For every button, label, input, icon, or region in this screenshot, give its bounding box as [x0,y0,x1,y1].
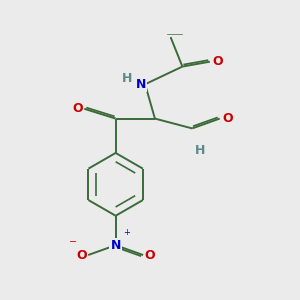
Text: N: N [136,78,146,91]
Text: −: − [68,237,77,247]
Text: H: H [195,143,205,157]
Text: +: + [124,228,130,237]
Text: O: O [145,248,155,262]
Text: O: O [222,112,233,125]
Text: N: N [110,239,121,252]
Text: O: O [76,248,87,262]
Text: H: H [122,72,133,85]
Text: O: O [212,55,223,68]
Text: O: O [72,102,83,115]
